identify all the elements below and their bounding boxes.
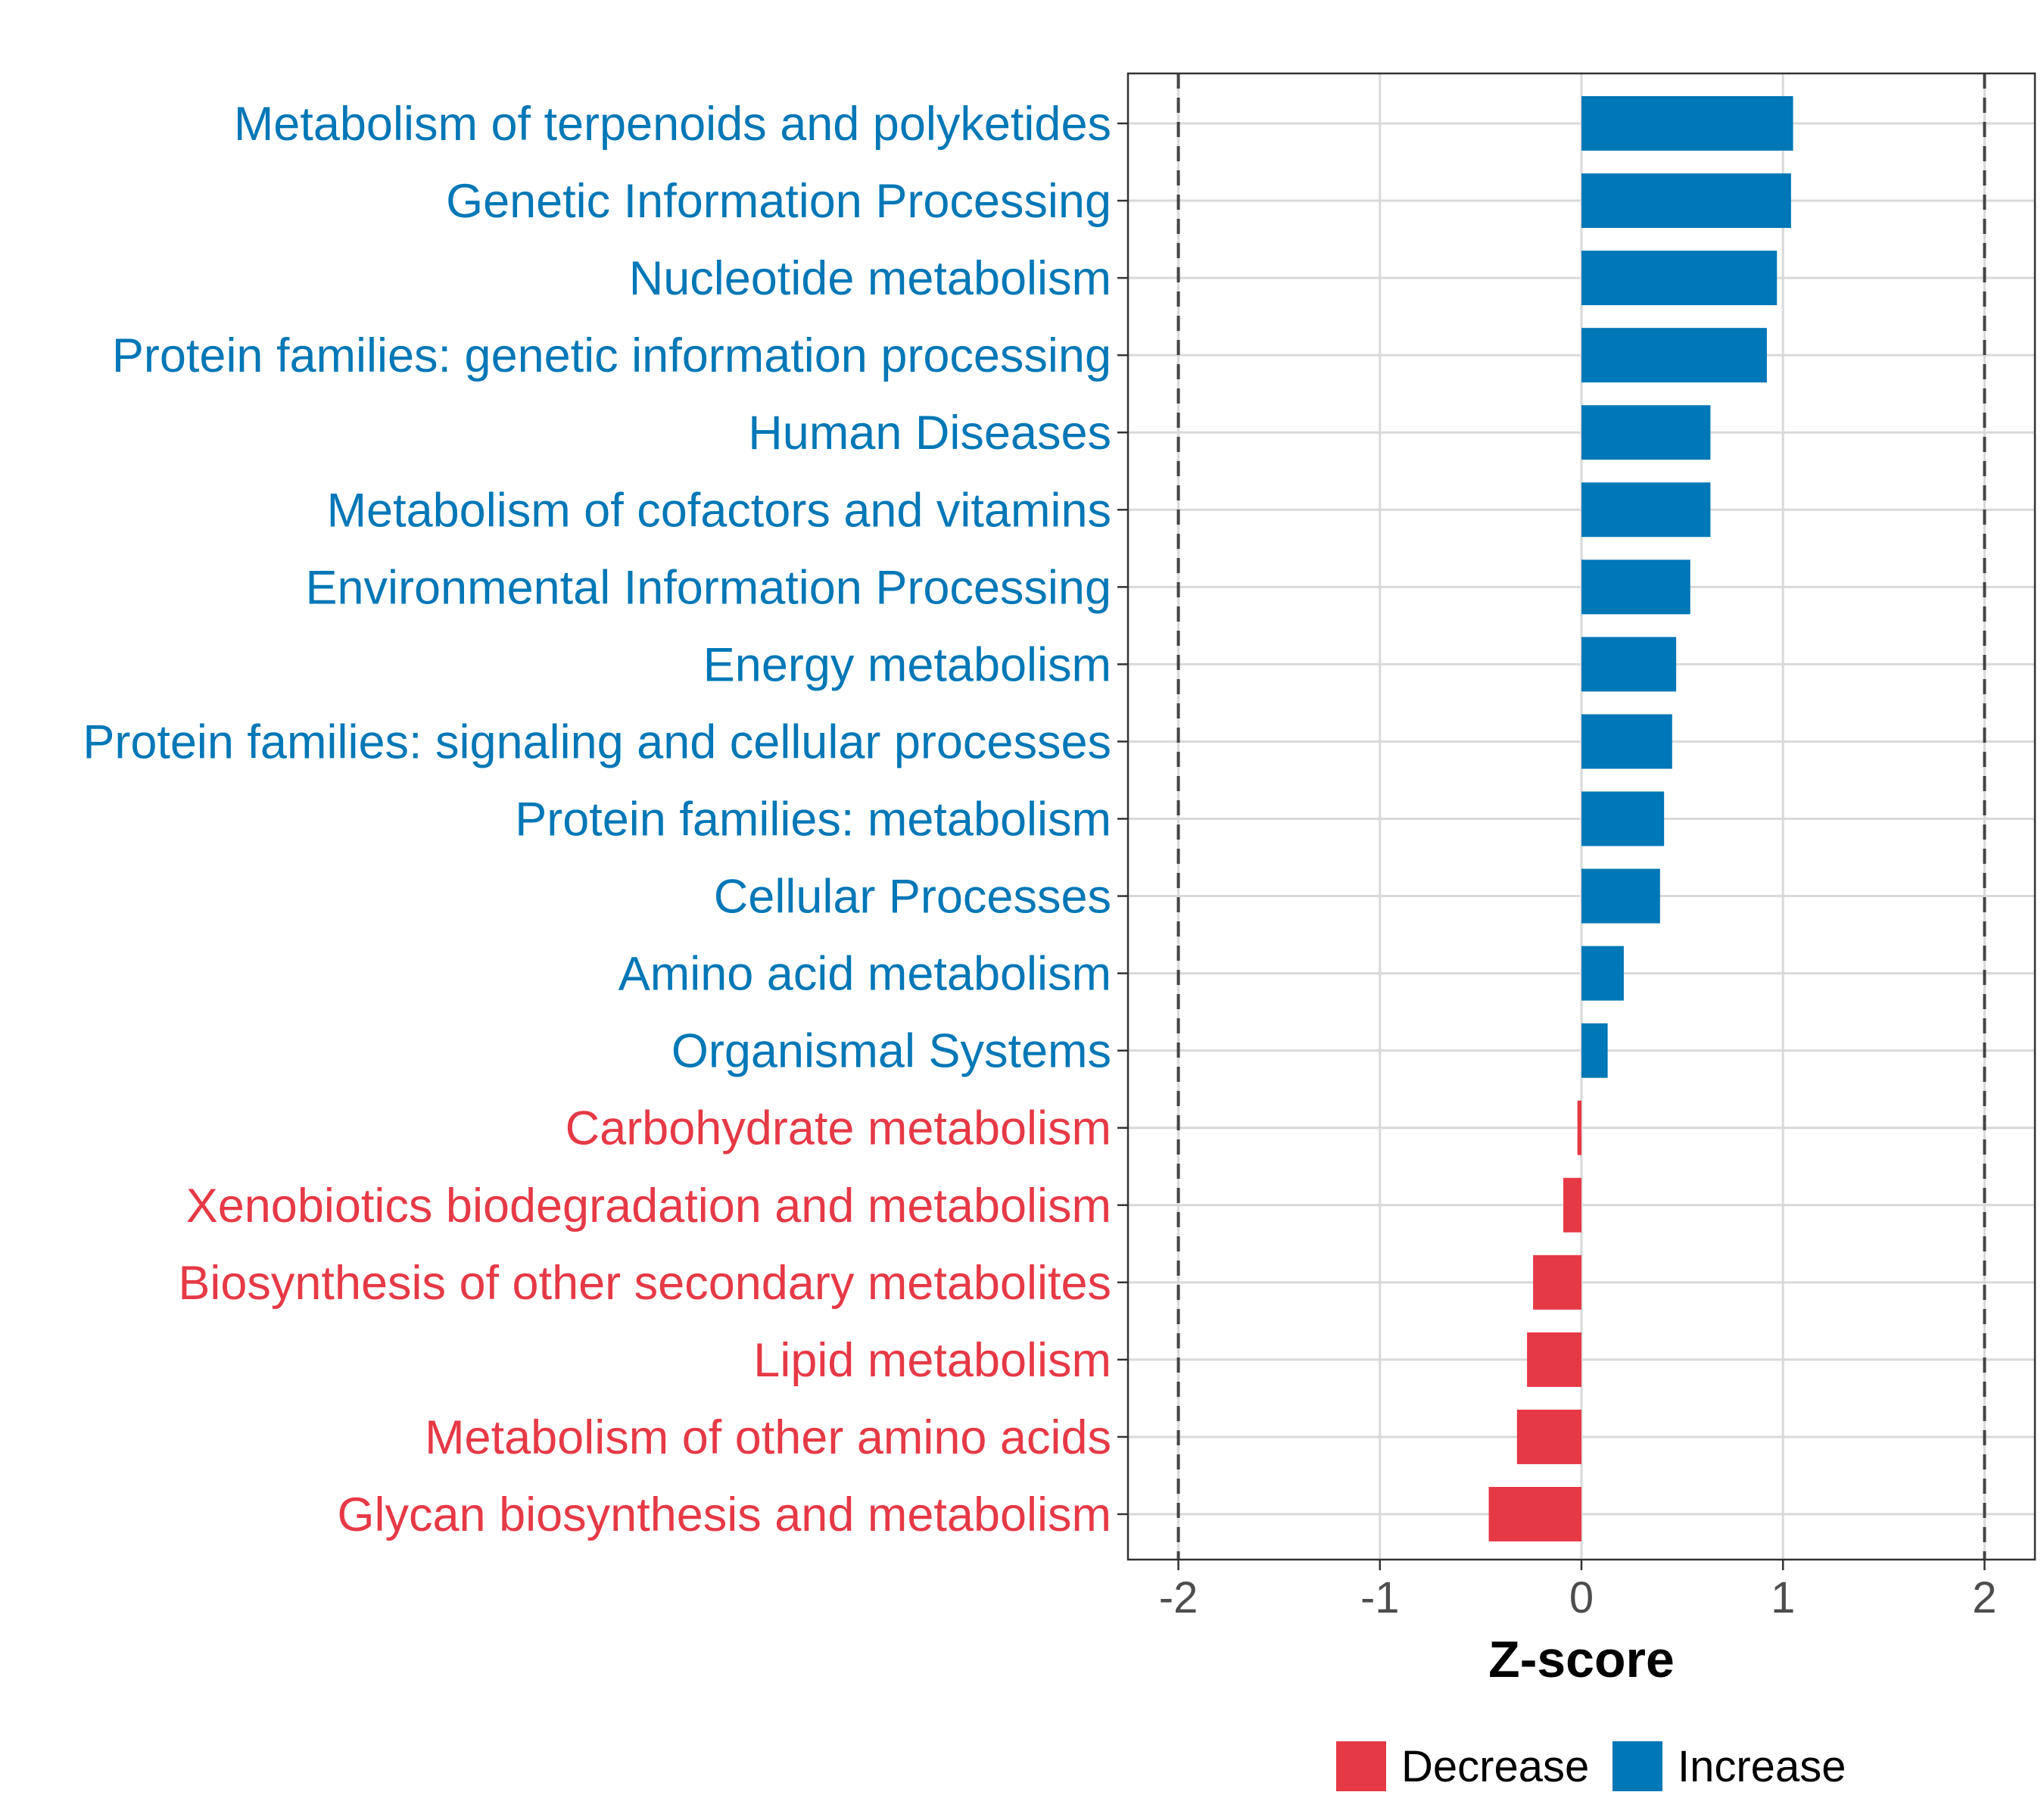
- category-label: Environmental Information Processing: [305, 561, 1111, 614]
- bar: [1581, 96, 1793, 151]
- category-label: Biosynthesis of other secondary metaboli…: [178, 1257, 1111, 1310]
- category-label: Metabolism of cofactors and vitamins: [327, 484, 1111, 537]
- bar: [1516, 1409, 1581, 1464]
- category-label: Organismal Systems: [671, 1025, 1111, 1078]
- x-axis-ticks: [1177, 1560, 1986, 1570]
- bar: [1581, 714, 1672, 769]
- x-tick-label: -2: [1159, 1573, 1198, 1622]
- bar: [1581, 328, 1767, 383]
- bar: [1563, 1177, 1581, 1233]
- category-label: Nucleotide metabolism: [629, 252, 1111, 305]
- legend: Decrease Increase: [1336, 1741, 1846, 1791]
- bar: [1581, 405, 1711, 460]
- category-label: Human Diseases: [748, 407, 1111, 460]
- x-tick-label: 2: [1972, 1573, 1996, 1622]
- category-label: Cellular Processes: [714, 871, 1111, 924]
- x-tick-label: 1: [1771, 1573, 1795, 1622]
- bar: [1488, 1487, 1581, 1541]
- bar: [1581, 482, 1711, 538]
- category-label: Lipid metabolism: [753, 1334, 1111, 1387]
- category-label: Carbohydrate metabolism: [566, 1102, 1111, 1155]
- reference-lines: [1176, 73, 1986, 1560]
- legend-label-increase: Increase: [1678, 1742, 1846, 1791]
- category-label: Amino acid metabolism: [618, 948, 1111, 1001]
- bar: [1581, 946, 1624, 1001]
- bar: [1581, 251, 1778, 306]
- category-label: Xenobiotics biodegradation and metabolis…: [186, 1180, 1111, 1233]
- category-label: Glycan biosynthesis and metabolism: [338, 1488, 1112, 1541]
- legend-key-decrease: [1336, 1741, 1386, 1791]
- bar: [1577, 1100, 1581, 1155]
- bar: [1581, 791, 1665, 846]
- category-label: Protein families: metabolism: [515, 793, 1111, 846]
- bar: [1581, 868, 1660, 924]
- bar: [1581, 637, 1677, 692]
- legend-label-decrease: Decrease: [1401, 1742, 1589, 1791]
- y-axis-labels: Metabolism of terpenoids and polyketides…: [83, 98, 1111, 1541]
- bar: [1581, 1023, 1608, 1078]
- x-tick-label: -1: [1360, 1573, 1400, 1622]
- bars: [1488, 96, 1793, 1541]
- y-axis-ticks: [1117, 122, 1128, 1516]
- bar: [1533, 1254, 1581, 1310]
- x-axis-title: Z-score: [1488, 1631, 1675, 1688]
- category-label: Metabolism of terpenoids and polyketides: [234, 98, 1111, 151]
- x-axis-tick-labels: -2 -1 0 1 2: [1159, 1573, 1997, 1622]
- bar: [1527, 1332, 1581, 1387]
- legend-key-increase: [1612, 1741, 1662, 1791]
- bar: [1581, 559, 1690, 615]
- bar: [1581, 173, 1791, 229]
- category-label: Metabolism of other amino acids: [425, 1411, 1111, 1464]
- category-label: Protein families: signaling and cellular…: [83, 715, 1111, 768]
- category-label: Energy metabolism: [703, 638, 1111, 691]
- x-tick-label: 0: [1569, 1573, 1594, 1622]
- category-label: Genetic Information Processing: [446, 175, 1111, 228]
- category-label: Protein families: genetic information pr…: [112, 329, 1111, 382]
